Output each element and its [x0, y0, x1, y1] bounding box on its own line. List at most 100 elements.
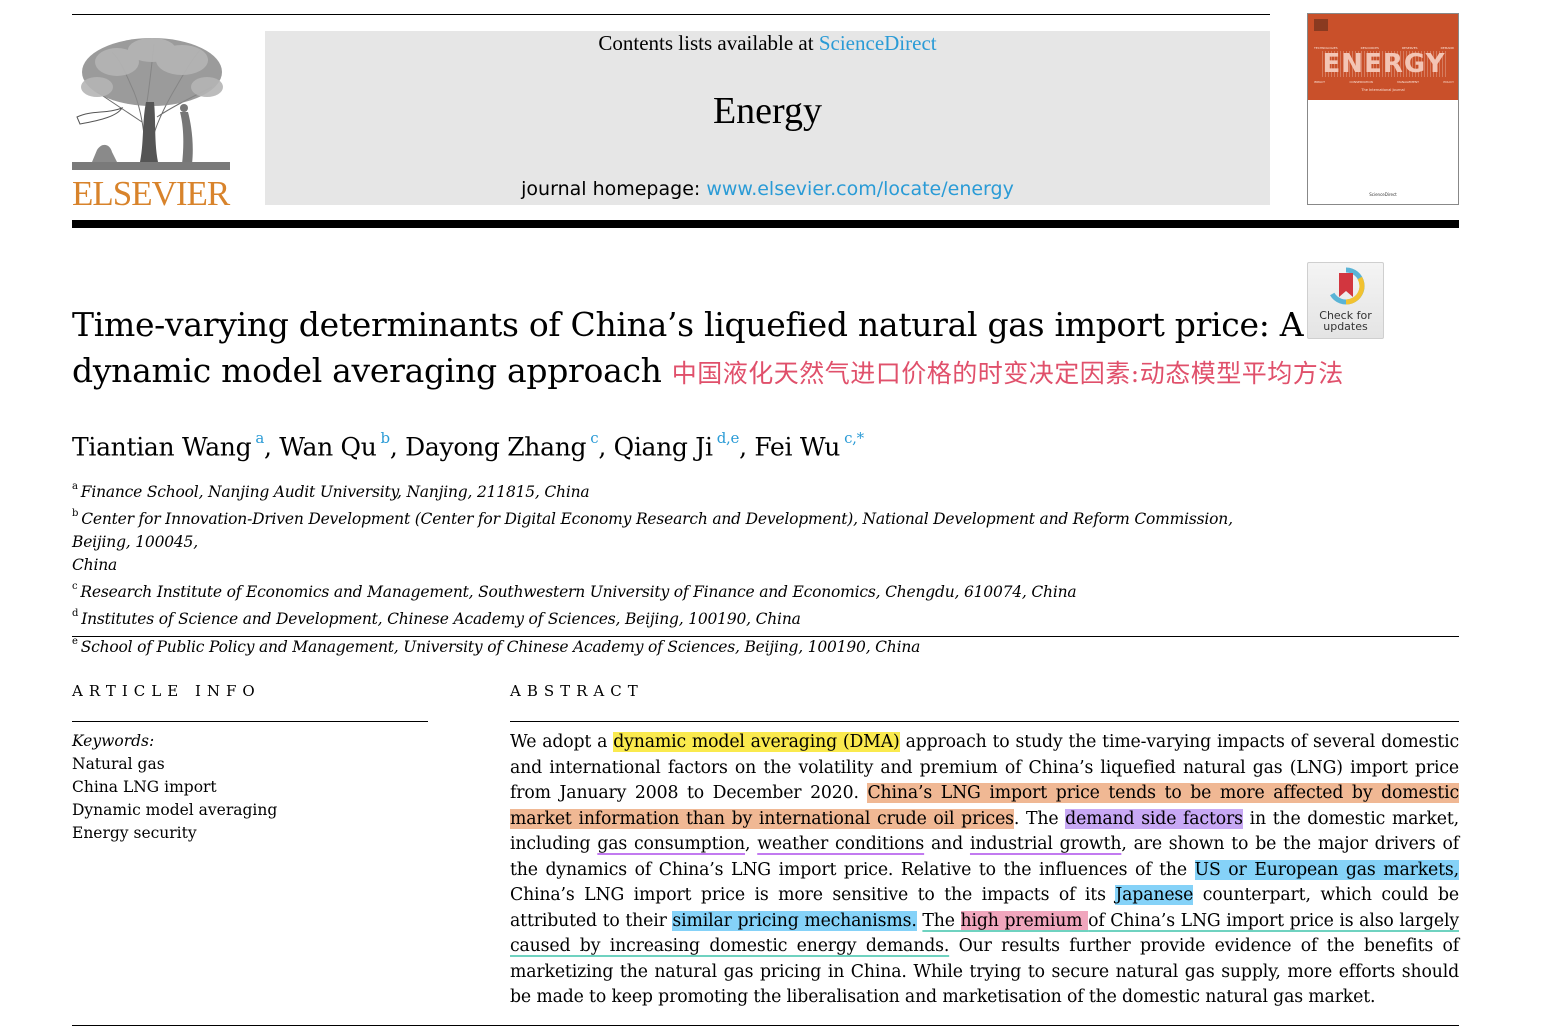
affiliation-list: a Finance School, Nanjing Audit Universit… — [72, 477, 1272, 659]
header-thick-rule — [72, 220, 1459, 228]
tree-logo-icon — [72, 38, 230, 170]
article-info-rule — [72, 721, 428, 722]
underline-teal-part: The — [922, 910, 961, 931]
author-name[interactable]: Qiang Ji — [613, 432, 713, 462]
affiliation-item: c Research Institute of Economics and Man… — [72, 577, 1272, 604]
underline-purple[interactable]: gas consumption — [597, 834, 745, 854]
abstract-segment: approach to study the time-varying impac… — [510, 732, 1459, 803]
highlight-blue[interactable]: Japanese — [1115, 885, 1194, 905]
highlight-purple[interactable]: demand side factors — [1065, 808, 1243, 829]
cover-tag: MANAGEMENT — [1397, 80, 1419, 84]
cover-top-tags: TECHNOLOGIES RESOURCES RESERVES DEMAND — [1314, 46, 1454, 50]
author-name[interactable]: Tiantian Wang — [72, 432, 252, 462]
cover-tag: RESOURCES — [1360, 46, 1379, 50]
affiliation-text: School of Public Policy and Management, … — [80, 637, 921, 656]
abstract-heading: ABSTRACT — [510, 682, 644, 700]
affiliation-key: a — [72, 481, 78, 492]
abstract-segment: We adopt a — [510, 732, 614, 752]
abstract-segment: China’s LNG import price is more sensiti… — [510, 885, 1116, 905]
top-rule — [72, 14, 1270, 15]
cover-title: ENERGY — [1322, 49, 1446, 79]
affiliation-text: Center for Innovation-Driven Development… — [72, 510, 1233, 552]
cover-tag: RESERVES — [1401, 46, 1418, 50]
keyword-item: China LNG import — [72, 778, 217, 796]
underline-teal[interactable]: The high premium of China’s LNG import p… — [510, 910, 1459, 956]
affiliation-key: b — [72, 508, 79, 520]
affiliation-item: China — [72, 554, 1272, 577]
cover-header: TECHNOLOGIES RESOURCES RESERVES DEMAND E… — [1308, 14, 1458, 100]
abstract-rule — [510, 721, 1459, 722]
abstract-text: We adopt a dynamic model averaging (DMA)… — [510, 730, 1459, 1011]
affiliation-item: b Center for Innovation-Driven Developmen… — [72, 504, 1272, 554]
abstract-segment: and — [924, 834, 970, 854]
affiliation-key: d — [72, 608, 79, 620]
journal-name: Energy — [712, 90, 823, 132]
author-affil-link[interactable]: c — [590, 429, 599, 447]
homepage-prefix: journal homepage: — [521, 178, 707, 200]
cover-elsevier-mini-icon — [1314, 19, 1328, 31]
keyword-item: Natural gas — [72, 755, 165, 773]
affiliation-text: Finance School, Nanjing Audit University… — [80, 483, 590, 502]
check-for-updates-button[interactable]: Check for updates — [1307, 262, 1384, 339]
highlight-yellow[interactable]: dynamic model averaging (DMA) — [613, 732, 900, 752]
cover-footer: ScienceDirect — [1369, 192, 1397, 197]
journal-cover-thumbnail[interactable]: TECHNOLOGIES RESOURCES RESERVES DEMAND E… — [1307, 13, 1459, 205]
elsevier-wordmark: ELSEVIER — [72, 174, 230, 213]
affiliation-item: d Institutes of Science and Development, … — [72, 604, 1272, 631]
keyword-item: Energy security — [72, 824, 197, 842]
homepage-line: journal homepage: www.elsevier.com/locat… — [265, 177, 1270, 201]
sciencedirect-link[interactable]: ScienceDirect — [818, 31, 937, 55]
cover-tag: DEMAND — [1440, 46, 1454, 50]
title-line-2-text: dynamic model averaging approach — [72, 351, 662, 390]
affiliation-item: a Finance School, Nanjing Audit Universit… — [72, 477, 1272, 504]
contents-line: Contents lists available at ScienceDirec… — [265, 31, 1270, 55]
author-name[interactable]: Fei Wu — [754, 432, 841, 462]
author-affil-link[interactable]: b — [380, 429, 391, 447]
contents-prefix: Contents lists available at — [598, 31, 819, 55]
homepage-link[interactable]: www.elsevier.com/locate/energy — [706, 178, 1014, 200]
title-line-2: dynamic model averaging approach 中国液化天然气… — [72, 348, 1372, 397]
highlight-blue[interactable]: similar pricing mechanisms. — [672, 910, 917, 931]
title-line-1: Time-varying determinants of China’s liq… — [72, 305, 1304, 344]
affiliation-text: Institutes of Science and Development, C… — [81, 610, 801, 629]
keywords-block: Keywords: Natural gas China LNG import D… — [72, 730, 428, 845]
author-affil-link[interactable]: c,* — [844, 429, 864, 447]
cover-subtitle: The International Journal — [1361, 88, 1405, 92]
title-translation: 中国液化天然气进口价格的时变决定因素:动态模型平均方法 — [671, 359, 1344, 388]
author-list: Tiantian Wang a, Wan Qu b, Dayong Zhang c, … — [72, 429, 864, 462]
affiliation-text: China — [72, 556, 118, 575]
section-divider — [72, 636, 1459, 637]
article-title: Time-varying determinants of China’s liq… — [72, 302, 1372, 397]
elsevier-logo[interactable]: ELSEVIER — [72, 32, 230, 213]
affiliation-key: c — [72, 581, 78, 593]
bottom-rule — [72, 1025, 1459, 1026]
journal-banner: Contents lists available at ScienceDirec… — [265, 31, 1270, 205]
affiliation-item: e School of Public Policy and Management,… — [72, 632, 1272, 659]
keyword-item: Dynamic model averaging — [72, 801, 278, 819]
affiliation-key: e — [72, 635, 78, 647]
article-info-heading: ARTICLE INFO — [72, 682, 261, 700]
cover-tag: IMPACT — [1314, 80, 1326, 84]
keywords-label: Keywords: — [72, 732, 155, 750]
underline-purple[interactable]: weather conditions — [757, 834, 925, 854]
cover-tag: TECHNOLOGIES — [1314, 46, 1338, 50]
abstract-segment: counterpart, which could be attributed t… — [510, 885, 1459, 931]
abstract-segment: Our results further provide evidence of … — [510, 936, 1459, 1007]
affiliation-text: Research Institute of Economics and Mana… — [80, 583, 1077, 602]
author-name[interactable]: Wan Qu — [279, 432, 377, 462]
highlight-blue[interactable]: US or European gas markets, — [1194, 859, 1459, 880]
cover-tag: CONSERVATION — [1349, 80, 1373, 84]
abstract-segment: , are shown to be the major drivers of t… — [510, 834, 1459, 880]
author-name[interactable]: Dayong Zhang — [405, 432, 587, 462]
underline-purple[interactable]: industrial growth — [969, 834, 1122, 854]
abstract-segment: in the domestic market, including — [510, 808, 1459, 855]
author-affil-link[interactable]: d,e — [716, 429, 740, 447]
author-affil-link[interactable]: a — [255, 429, 264, 447]
cover-bottom-tags: IMPACT CONSERVATION MANAGEMENT POLICY — [1314, 80, 1454, 84]
bookmark-ring-icon — [1330, 267, 1365, 305]
cfu-line2: updates — [1323, 320, 1368, 333]
cover-tag: POLICY — [1443, 80, 1454, 84]
highlight-pink[interactable]: high premium — [960, 910, 1089, 931]
cfu-line1: Check for — [1319, 309, 1372, 322]
abstract-segment: , — [745, 834, 758, 854]
